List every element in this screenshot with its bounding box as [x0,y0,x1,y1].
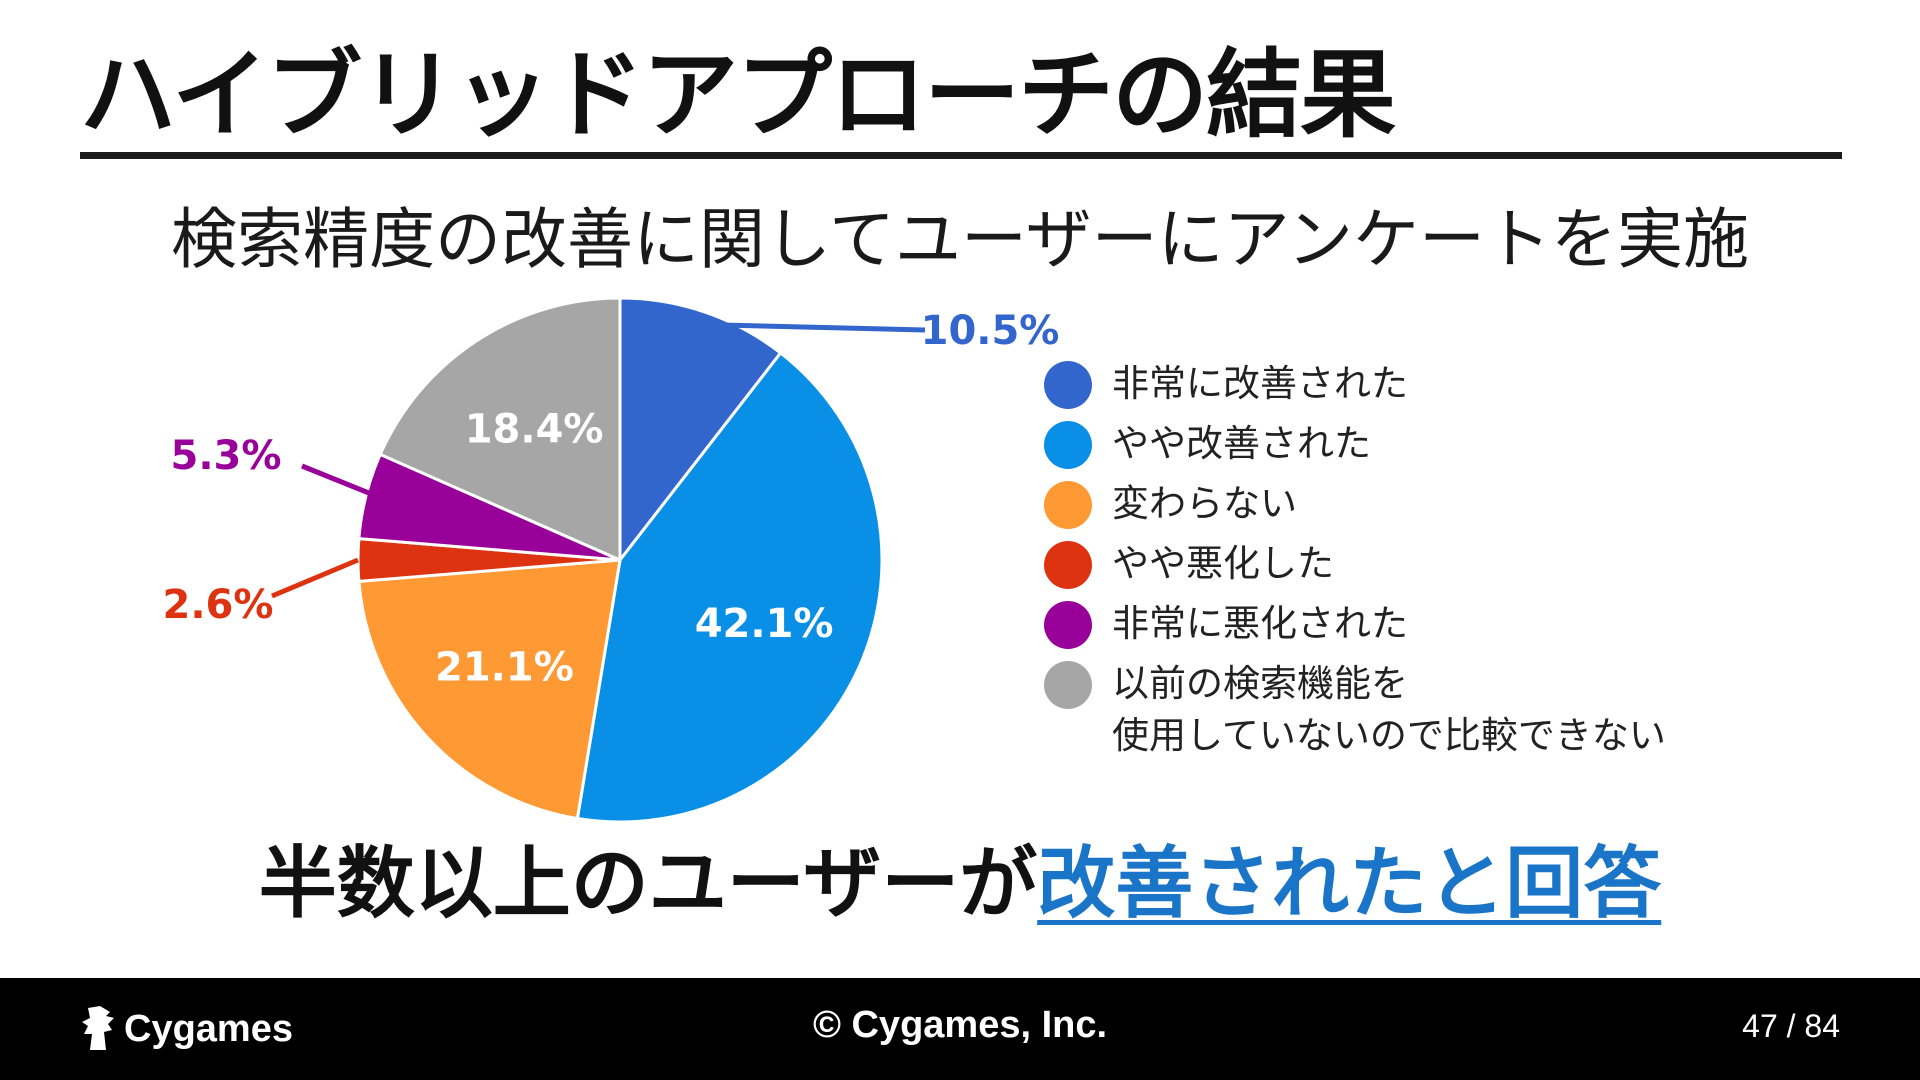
page-indicator: 47 / 84 [1742,1008,1840,1044]
footer-bar: Cygames © Cygames, Inc. 47 / 84 [0,978,1920,1080]
legend-item-unchanged: 変わらない [1044,478,1666,538]
legend-label-unchanged: 変わらない [1112,482,1297,525]
legend-item-very-improved: 非常に改善された [1044,358,1666,418]
legend-label-somewhat-worse: やや悪化した [1112,542,1334,585]
pie-slice-label-3: 2.6% [163,582,274,628]
cygames-logo-text: Cygames [124,1007,293,1050]
legend-label-very-worse: 非常に悪化された [1112,602,1408,645]
legend-label-not-comparable-line1: 以前の検索機能を [1112,662,1408,705]
legend-item-not-comparable: 以前の検索機能を 使用していないので比較できない [1044,658,1666,758]
pie-slice-2 [357,558,622,821]
pie-slice-label-5: 18.4% [465,406,604,452]
legend-item-somewhat-improved: やや改善された [1044,418,1666,478]
legend-item-very-worse: 非常に悪化された [1044,598,1666,658]
legend-item-somewhat-worse: やや悪化した [1044,538,1666,598]
pie-leader-line-0 [700,322,926,333]
page-number: 47 [1742,1008,1778,1044]
cygames-logo-icon [82,1006,114,1050]
slide-title: ハイブリッドアプローチの結果 [80,39,1396,151]
pie-slice-0 [618,296,783,565]
pie-slice-label-0: 10.5% [921,308,1060,354]
pie-slice-1 [575,350,884,824]
page-total: 84 [1804,1008,1840,1044]
title-divider [80,152,1842,159]
conclusion-text: 半数以上のユーザーが改善されたと回答 [0,838,1920,932]
footer-copyright: © Cygames, Inc. [812,1004,1108,1046]
chart-legend: 非常に改善された やや改善された 変わらない やや悪化した 非常に悪化された 以… [1044,358,1666,758]
legend-swatch-somewhat-improved [1044,421,1092,469]
pie-slice-label-2: 21.1% [435,645,574,691]
pie-leader-line-4 [301,463,393,505]
legend-swatch-somewhat-worse [1044,541,1092,589]
pie-slice-5 [378,296,622,563]
legend-swatch-unchanged [1044,481,1092,529]
legend-label-not-comparable: 以前の検索機能を 使用していないので比較できない [1112,658,1666,762]
legend-label-somewhat-improved: やや改善された [1112,422,1371,465]
conclusion-prefix: 半数以上のユーザーが [258,839,1038,929]
pie-slice-label-1: 42.1% [695,601,834,647]
legend-label-very-improved: 非常に改善された [1112,362,1408,405]
slide-subtitle: 検索精度の改善に関してユーザーにアンケートを実施 [170,201,1750,278]
pie-slice-label-4: 5.3% [171,433,282,479]
legend-label-not-comparable-line2: 使用していないので比較できない [1112,714,1666,757]
pie-leader-line-3 [271,557,359,599]
legend-swatch-very-improved [1044,361,1092,409]
cygames-logo: Cygames [80,1004,293,1054]
legend-swatch-not-comparable [1044,661,1092,709]
conclusion-highlight: 改善されたと回答 [1037,839,1662,929]
legend-swatch-very-worse [1044,601,1092,649]
